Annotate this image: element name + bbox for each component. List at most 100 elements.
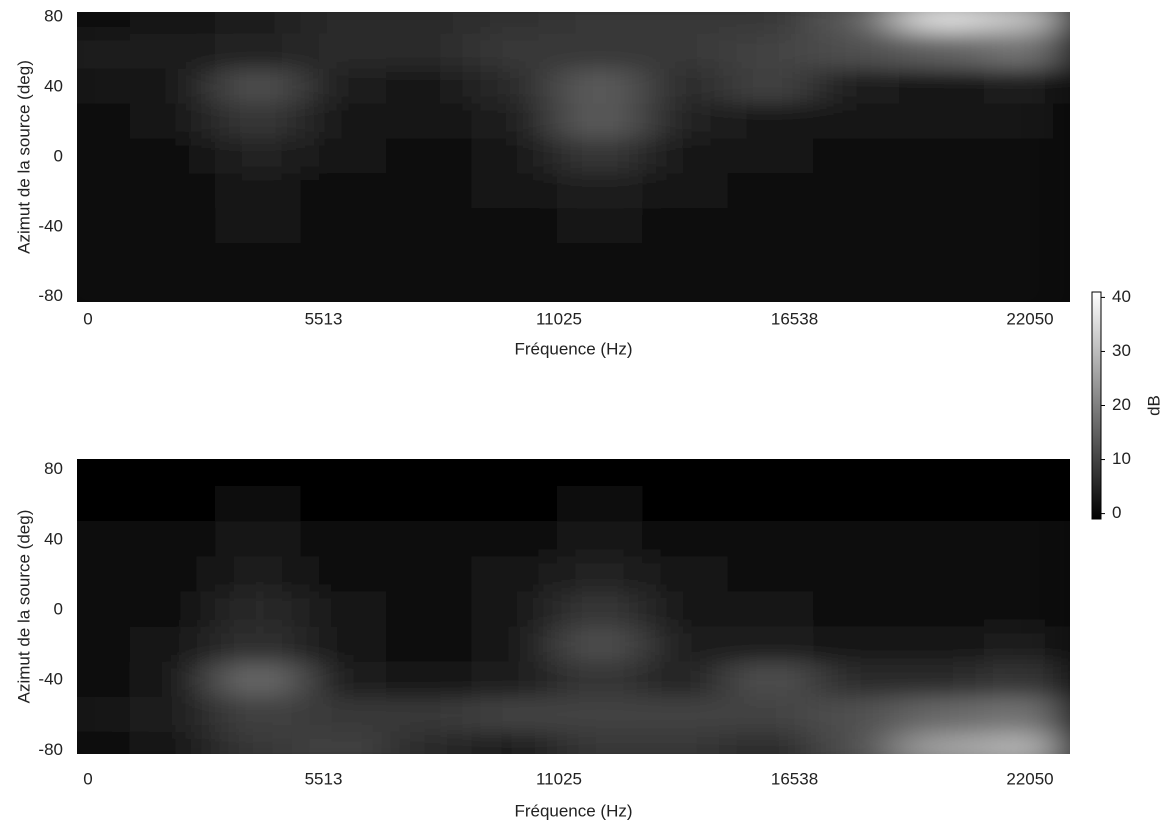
heatmap-cell (77, 278, 132, 302)
heatmap-cell (642, 696, 730, 734)
heatmap-cell (727, 556, 816, 594)
heatmap-cell (215, 591, 303, 629)
y-tick-label: -40 (38, 670, 63, 689)
heatmap-cell (556, 696, 645, 734)
heatmap-cell (642, 486, 730, 524)
heatmap-cell (727, 696, 816, 734)
heatmap-cell (727, 278, 816, 302)
x-tick-label: 5513 (305, 769, 343, 788)
heatmap-cell (386, 68, 474, 106)
heatmap-cell (77, 173, 132, 211)
heatmap-cell (813, 486, 901, 524)
heatmap-cell (386, 591, 474, 629)
heatmap-cell (300, 486, 389, 524)
heatmap-cell (898, 731, 987, 754)
heatmap-cell (215, 459, 303, 489)
heatmap-cell (813, 591, 901, 629)
heatmap-cell (642, 243, 730, 281)
heatmap-cell (813, 556, 901, 594)
heatmap-cell (77, 591, 132, 629)
heatmap-cell (727, 12, 816, 36)
y-tick-label: -80 (38, 286, 63, 305)
y-tick-label: -40 (38, 216, 63, 235)
heatmap-cell (984, 278, 1070, 302)
colorbar-tick-label: 0 (1112, 503, 1121, 522)
x-tick-label: 22050 (1006, 769, 1053, 788)
heatmap-cell (984, 731, 1070, 754)
heatmap-cell (300, 138, 389, 176)
heatmap-cell (642, 33, 730, 71)
heatmap-cell (898, 661, 987, 699)
heatmap-cell (77, 696, 132, 734)
heatmap-cells (77, 12, 1070, 302)
heatmap-cell (300, 591, 389, 629)
x-tick-label: 16538 (771, 769, 818, 788)
heatmap-cell (727, 591, 816, 629)
heatmap-cell (77, 661, 132, 699)
heatmap-cell (471, 243, 559, 281)
heatmap-cell (215, 243, 303, 281)
colorbar-tick-label: 30 (1112, 341, 1131, 360)
heatmap-cell (471, 33, 559, 71)
heatmap-cell (129, 12, 218, 36)
heatmap-cell (556, 731, 645, 754)
heatmap-cell (813, 103, 901, 141)
y-tick-label: -80 (38, 740, 63, 759)
heatmap-cell (727, 173, 816, 211)
heatmap-cell (129, 661, 218, 699)
heatmap-cell (386, 208, 474, 246)
heatmap-cell (984, 33, 1070, 71)
heatmap-cell (77, 731, 132, 754)
heatmap-cell (77, 243, 132, 281)
heatmap-cell (300, 33, 389, 71)
heatmap-cell (386, 278, 474, 302)
heatmap-cell (386, 661, 474, 699)
x-tick-label: 11025 (536, 769, 582, 788)
heatmap-cell (77, 208, 132, 246)
heatmap-cell (215, 208, 303, 246)
heatmap-cell (386, 626, 474, 664)
heatmap-cell (386, 138, 474, 176)
heatmap-cell (215, 626, 303, 664)
heatmap-cell (215, 556, 303, 594)
heatmap-cell (77, 68, 132, 106)
heatmap-cell (77, 486, 132, 524)
heatmap-cell (642, 208, 730, 246)
heatmap-cell (77, 556, 132, 594)
heatmap-cell (813, 33, 901, 71)
heatmap-cell (300, 173, 389, 211)
heatmap-cell (984, 12, 1070, 36)
heatmap-cell (984, 556, 1070, 594)
heatmap-cell (898, 591, 987, 629)
heatmap-cell (386, 12, 474, 36)
heatmap-cell (386, 486, 474, 524)
heatmap-cell (556, 459, 645, 489)
x-tick-label: 0 (83, 309, 92, 328)
heatmap-cell (813, 626, 901, 664)
heatmap-cell (471, 626, 559, 664)
heatmap-cell (215, 486, 303, 524)
heatmap-cell (984, 173, 1070, 211)
heatmap-cell (727, 33, 816, 71)
heatmap-cell (984, 243, 1070, 281)
heatmap-cell (898, 138, 987, 176)
heatmap-cell (300, 626, 389, 664)
heatmap-cell (129, 243, 218, 281)
heatmap-cell (556, 208, 645, 246)
heatmap-cell (898, 696, 987, 734)
heatmap-cell (215, 33, 303, 71)
heatmap-cell (813, 459, 901, 489)
heatmap-cell (129, 521, 218, 559)
heatmap-cell (727, 731, 816, 754)
colorbar-tick-label: 10 (1112, 449, 1131, 468)
heatmap-cell (898, 33, 987, 71)
heatmap-cell (386, 556, 474, 594)
heatmap-cell (471, 731, 559, 754)
heatmap-cell (813, 138, 901, 176)
heatmap-cell (129, 33, 218, 71)
x-tick-label: 5513 (305, 309, 343, 328)
heatmap-cell (727, 661, 816, 699)
heatmap-cell (556, 173, 645, 211)
heatmap-cell (215, 12, 303, 36)
